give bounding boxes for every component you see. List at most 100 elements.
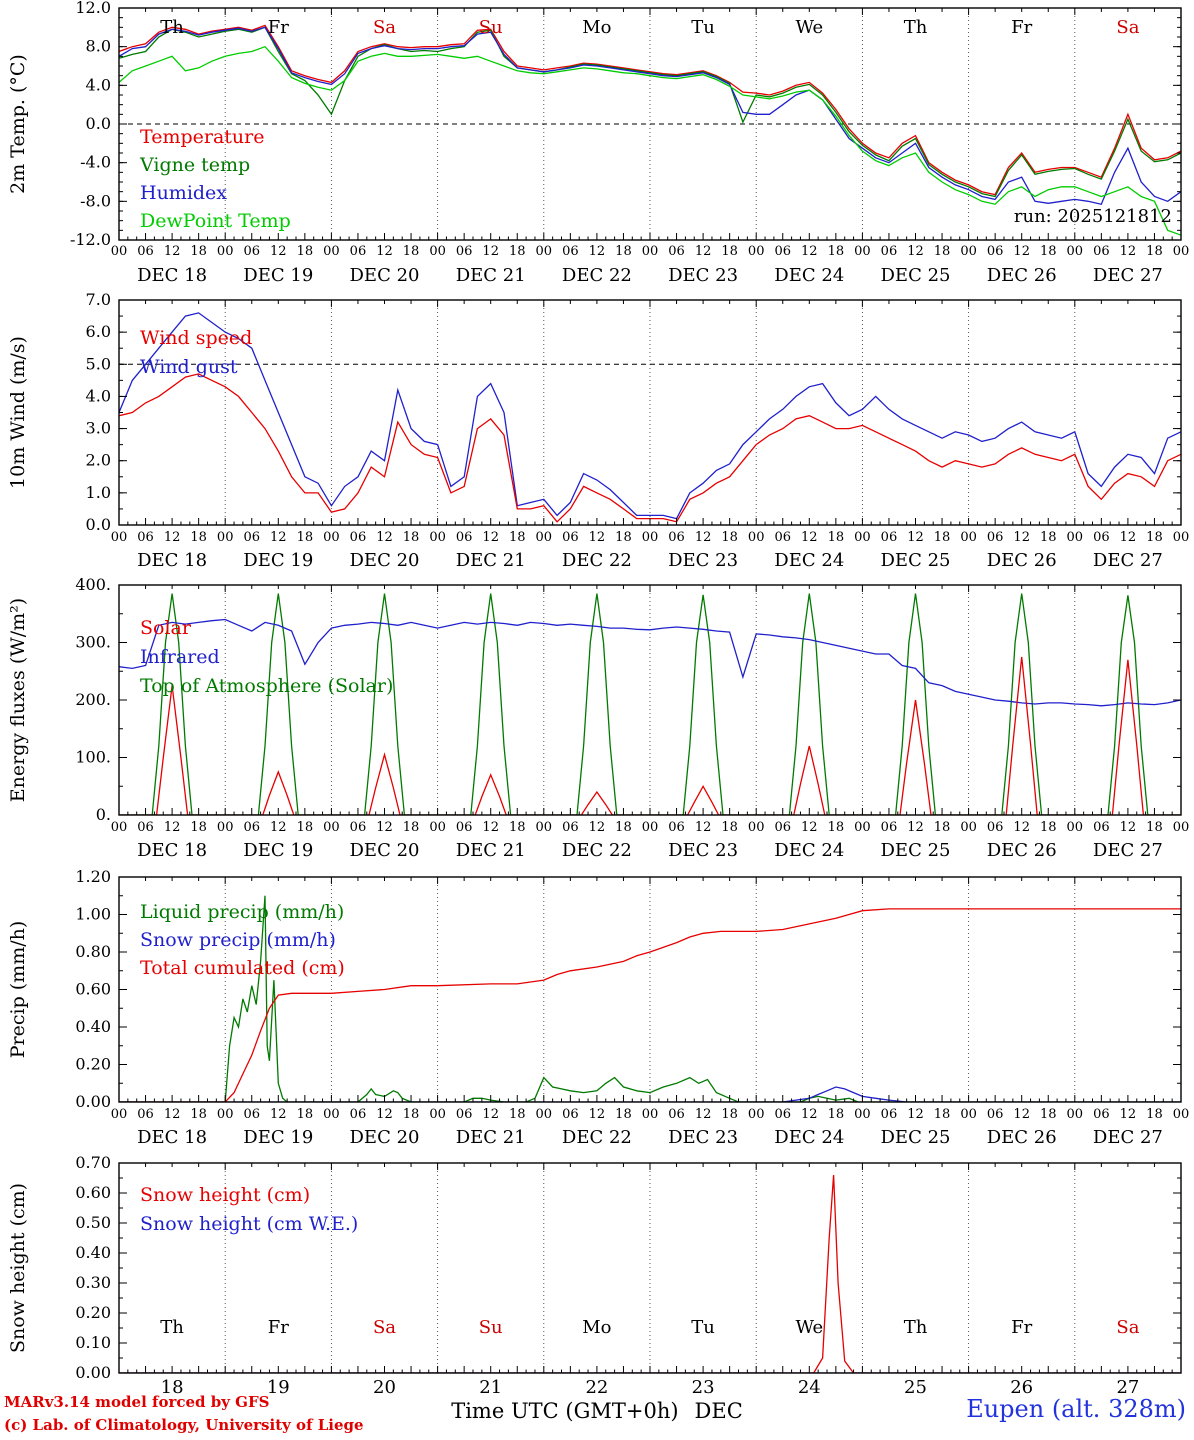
svg-text:18: 18 xyxy=(1040,820,1057,835)
svg-text:06: 06 xyxy=(243,820,260,835)
svg-text:23: 23 xyxy=(692,1377,715,1398)
svg-text:0.40: 0.40 xyxy=(75,1243,111,1262)
svg-text:12: 12 xyxy=(1013,820,1030,835)
axis-ticks xyxy=(118,584,1182,816)
svg-text:18: 18 xyxy=(721,530,738,545)
svg-text:06: 06 xyxy=(881,1107,898,1122)
svg-text:0.20: 0.20 xyxy=(75,1055,111,1074)
y-axis-labels: 400. 300. 200. 100. 0. xyxy=(75,578,111,824)
svg-text:00: 00 xyxy=(536,244,553,259)
svg-text:12: 12 xyxy=(1120,820,1137,835)
svg-text:Wind gust: Wind gust xyxy=(140,356,238,378)
svg-text:0.60: 0.60 xyxy=(75,980,111,999)
svg-text:12: 12 xyxy=(1120,530,1137,545)
svg-text:We: We xyxy=(795,1317,823,1338)
svg-text:18: 18 xyxy=(403,820,420,835)
svg-text:Fr: Fr xyxy=(1011,17,1032,38)
svg-text:06: 06 xyxy=(668,530,685,545)
svg-text:00: 00 xyxy=(1173,820,1190,835)
y-axis-title: 10m Wind (m/s) xyxy=(7,336,29,489)
svg-text:18: 18 xyxy=(509,244,526,259)
svg-text:18: 18 xyxy=(721,244,738,259)
svg-text:6.0: 6.0 xyxy=(86,322,111,341)
svg-text:DEC 20: DEC 20 xyxy=(350,1127,420,1148)
svg-text:06: 06 xyxy=(987,244,1004,259)
svg-text:Fr: Fr xyxy=(268,17,289,38)
svg-text:DEC 21: DEC 21 xyxy=(456,1127,526,1148)
svg-text:Fr: Fr xyxy=(268,1317,289,1338)
svg-text:DEC 24: DEC 24 xyxy=(774,265,844,286)
svg-text:Snow precip (mm/h): Snow precip (mm/h) xyxy=(140,929,336,951)
hour-labels: 00 06 12 18 00 06 12 18 00 06 12 18 00 06 12 18 00 06 12 18… xyxy=(111,1107,1190,1122)
svg-text:00: 00 xyxy=(217,244,234,259)
svg-text:00: 00 xyxy=(642,1107,659,1122)
svg-text:DEC 27: DEC 27 xyxy=(1093,840,1163,861)
svg-text:06: 06 xyxy=(137,530,154,545)
svg-text:0.00: 0.00 xyxy=(75,1363,111,1382)
svg-text:Sa: Sa xyxy=(373,1317,396,1338)
svg-text:18: 18 xyxy=(1146,530,1163,545)
svg-text:06: 06 xyxy=(243,244,260,259)
svg-text:DEC 21: DEC 21 xyxy=(456,265,526,286)
svg-text:00: 00 xyxy=(429,244,446,259)
svg-text:DEC 19: DEC 19 xyxy=(243,550,313,571)
series-infrared xyxy=(119,618,1181,707)
svg-text:12: 12 xyxy=(482,244,499,259)
svg-text:26: 26 xyxy=(1010,1377,1033,1398)
legend: Solar Infrared Top of Atmosphere (Solar) xyxy=(140,617,393,697)
svg-text:12: 12 xyxy=(589,244,606,259)
panel-10m-wind: 7.06.05.04.03.02.01.00.000 06 12 18 00 06 12 18… xyxy=(7,292,1189,571)
svg-text:00: 00 xyxy=(854,244,871,259)
svg-text:Wind speed: Wind speed xyxy=(140,327,252,349)
svg-text:06: 06 xyxy=(562,244,579,259)
svg-text:DEC 23: DEC 23 xyxy=(668,1127,738,1148)
svg-text:7.0: 7.0 xyxy=(86,292,111,309)
legend: Wind speed Wind gust xyxy=(140,327,252,378)
day-labels: 18 19 20 21 22 23 24 25 26 27 xyxy=(161,1377,1140,1398)
series-humidex xyxy=(119,26,1181,205)
svg-text:Su: Su xyxy=(479,1317,503,1338)
legend: Snow height (cm) Snow height (cm W.E.) xyxy=(140,1184,358,1235)
series-solar xyxy=(119,656,1181,815)
svg-text:00: 00 xyxy=(1173,1107,1190,1122)
svg-text:1.00: 1.00 xyxy=(75,905,111,924)
svg-text:DEC 22: DEC 22 xyxy=(562,1127,632,1148)
svg-text:12: 12 xyxy=(907,1107,924,1122)
panel-2m-temperature: 12.08.04.00.0-4.0-8.0-12.000 06 12 18 00 06 12… xyxy=(7,0,1189,286)
svg-text:0.30: 0.30 xyxy=(75,1273,111,1292)
svg-text:00: 00 xyxy=(536,820,553,835)
svg-text:0.10: 0.10 xyxy=(75,1333,111,1352)
svg-text:DEC 19: DEC 19 xyxy=(243,265,313,286)
svg-text:0.50: 0.50 xyxy=(75,1213,111,1232)
svg-text:12: 12 xyxy=(907,530,924,545)
svg-text:DEC 19: DEC 19 xyxy=(243,1127,313,1148)
svg-text:DEC 22: DEC 22 xyxy=(562,840,632,861)
y-axis-title: Snow height (cm) xyxy=(7,1183,29,1353)
svg-text:06: 06 xyxy=(137,1107,154,1122)
svg-text:12: 12 xyxy=(589,530,606,545)
svg-text:DEC 24: DEC 24 xyxy=(774,550,844,571)
svg-text:DEC 25: DEC 25 xyxy=(881,1127,951,1148)
svg-text:00: 00 xyxy=(429,1107,446,1122)
svg-text:06: 06 xyxy=(456,1107,473,1122)
svg-text:-8.0: -8.0 xyxy=(80,191,111,210)
svg-text:Infrared: Infrared xyxy=(140,646,220,668)
svg-text:12: 12 xyxy=(164,244,181,259)
svg-text:06: 06 xyxy=(562,820,579,835)
svg-text:400.: 400. xyxy=(75,578,111,594)
series-total-cumulated xyxy=(119,908,1181,1102)
svg-text:12: 12 xyxy=(270,1107,287,1122)
svg-text:06: 06 xyxy=(987,530,1004,545)
svg-text:00: 00 xyxy=(1067,1107,1084,1122)
month-label: DEC xyxy=(694,1399,743,1423)
svg-text:12: 12 xyxy=(1120,244,1137,259)
svg-text:00: 00 xyxy=(1067,820,1084,835)
svg-text:18: 18 xyxy=(1146,1107,1163,1122)
svg-text:06: 06 xyxy=(350,244,367,259)
x-axis-title: Time UTC (GMT+0h) DEC xyxy=(0,1399,1194,1423)
svg-text:12: 12 xyxy=(270,244,287,259)
svg-text:DEC 23: DEC 23 xyxy=(668,840,738,861)
svg-text:18: 18 xyxy=(403,530,420,545)
svg-text:00: 00 xyxy=(217,530,234,545)
svg-text:1.0: 1.0 xyxy=(86,483,111,502)
